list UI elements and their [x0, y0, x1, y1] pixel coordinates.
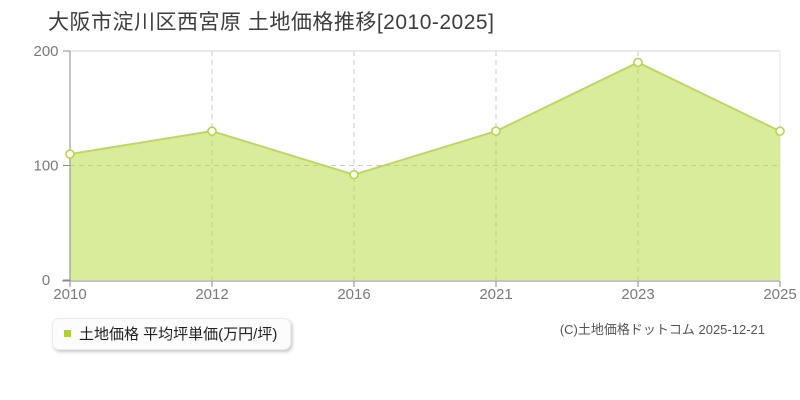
price-trend-chart: 0 100 200 2010 2012 2016 2021 2023 2025: [33, 43, 796, 303]
area-fill: [70, 62, 780, 281]
x-tick-label: 2016: [337, 286, 370, 303]
y-tick-label: 0: [42, 272, 50, 289]
legend: 土地価格 平均坪単価(万円/坪): [52, 318, 292, 350]
y-tick-label: 200: [33, 43, 58, 60]
x-tick-label: 2010: [53, 286, 86, 303]
y-tick-label: 100: [33, 158, 58, 175]
data-point-marker: [491, 126, 501, 136]
copyright-text: (C)土地価格ドットコム 2025-12-21: [559, 322, 765, 337]
data-point-marker: [633, 57, 643, 68]
x-tick-label: 2021: [479, 286, 512, 303]
data-point-marker: [775, 126, 785, 136]
x-tick-label: 2023: [621, 286, 654, 303]
trend-line: [69, 61, 781, 176]
legend-marker-icon: [64, 330, 71, 337]
page-title: 大阪市淀川区西宮原 土地価格推移[2010-2025]: [48, 11, 495, 34]
data-point-marker: [65, 149, 75, 159]
data-point-marker: [349, 169, 359, 180]
x-tick-label: 2025: [763, 286, 796, 303]
legend-label: 土地価格 平均坪単価(万円/坪): [79, 326, 278, 343]
x-tick-label: 2012: [195, 286, 228, 303]
data-point-marker: [207, 126, 217, 136]
